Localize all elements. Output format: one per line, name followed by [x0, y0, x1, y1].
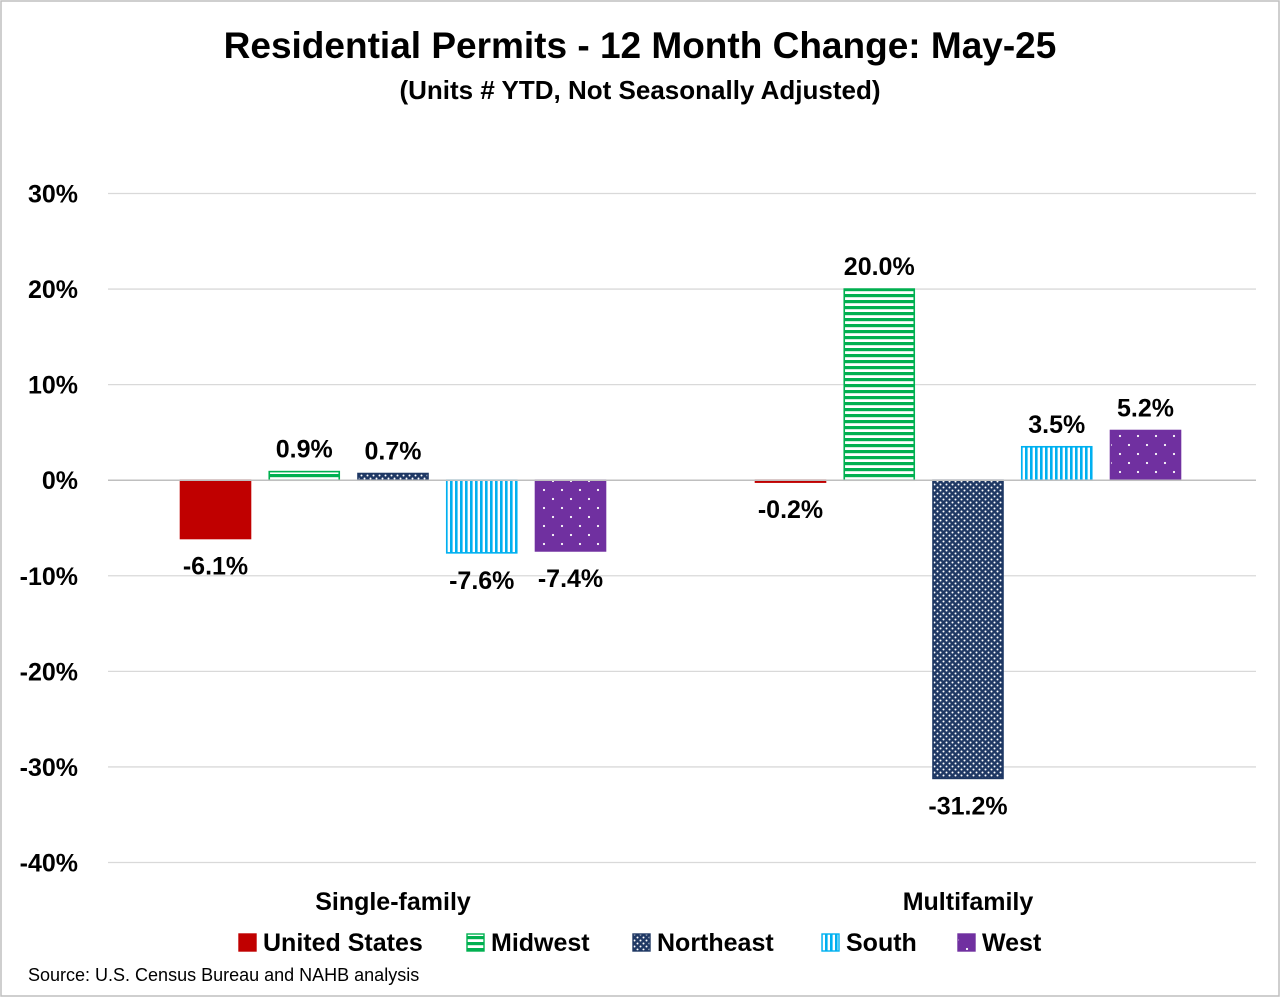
legend-label: South: [846, 929, 917, 957]
data-labels: -6.1% -0.2% 0.9% 20.0% 0.7% -31.2% -7.6% 3.5% -7…: [183, 253, 1174, 820]
bar-south-single-family: [445, 479, 518, 554]
data-label: 3.5%: [1028, 411, 1085, 439]
legend-swatch: [821, 933, 840, 952]
bar-northeast-single-family: [357, 472, 429, 482]
y-tick-label: 0%: [42, 467, 78, 495]
data-label: 0.9%: [276, 436, 333, 464]
legend-swatch: [632, 933, 651, 952]
bars: [179, 288, 1182, 780]
y-tick-label: -40%: [20, 850, 78, 878]
gridlines: [108, 192, 1256, 864]
y-tick-label: 30%: [28, 181, 78, 209]
bar-united-states-single-family: [179, 479, 252, 540]
y-axis-ticks: 30% 20% 10% 0% -10% -20% -30% -40%: [20, 181, 78, 878]
legend-item-united-states: United States: [238, 929, 423, 957]
y-tick-label: -20%: [20, 658, 78, 686]
category-label: Multifamily: [903, 888, 1034, 916]
data-label: -7.6%: [449, 567, 514, 595]
y-tick-label: -30%: [20, 754, 78, 782]
category-labels: Single-family Multifamily: [315, 888, 1033, 916]
bar-west-single-family: [534, 479, 607, 552]
legend-item-northeast: Northeast: [632, 929, 774, 957]
category-label: Single-family: [315, 888, 471, 916]
y-tick-label: 10%: [28, 372, 78, 400]
legend-label: Northeast: [657, 929, 774, 957]
bar-west-multifamily: [1109, 429, 1182, 482]
bar-midwest-single-family: [268, 470, 341, 482]
bar-south-multifamily: [1020, 445, 1093, 482]
chart-title: Residential Permits - 12 Month Change: M…: [224, 25, 1057, 66]
legend-label: United States: [263, 929, 423, 957]
legend-swatch: [238, 933, 257, 952]
y-tick-label: 20%: [28, 276, 78, 304]
data-label: -7.4%: [538, 565, 603, 593]
y-tick-label: -10%: [20, 563, 78, 591]
data-label: 20.0%: [844, 253, 915, 281]
legend-label: Midwest: [491, 929, 590, 957]
legend-item-midwest: Midwest: [466, 929, 590, 957]
bar-northeast-multifamily: [932, 479, 1004, 780]
bar-midwest-multifamily: [843, 288, 916, 482]
legend-item-west: West: [957, 929, 1042, 957]
legend: United States Midwest Northeast South West: [238, 929, 1042, 957]
legend-swatch: [957, 933, 976, 952]
source-note: Source: U.S. Census Bureau and NAHB anal…: [28, 965, 419, 985]
data-label: 5.2%: [1117, 395, 1174, 423]
data-label: 0.7%: [365, 438, 422, 466]
chart-subtitle: (Units # YTD, Not Seasonally Adjusted): [399, 75, 880, 105]
legend-label: West: [982, 929, 1042, 957]
data-label: -31.2%: [928, 792, 1007, 820]
data-label: -0.2%: [758, 496, 823, 524]
data-label: -6.1%: [183, 553, 248, 581]
legend-item-south: South: [821, 929, 917, 957]
legend-swatch: [466, 933, 485, 952]
